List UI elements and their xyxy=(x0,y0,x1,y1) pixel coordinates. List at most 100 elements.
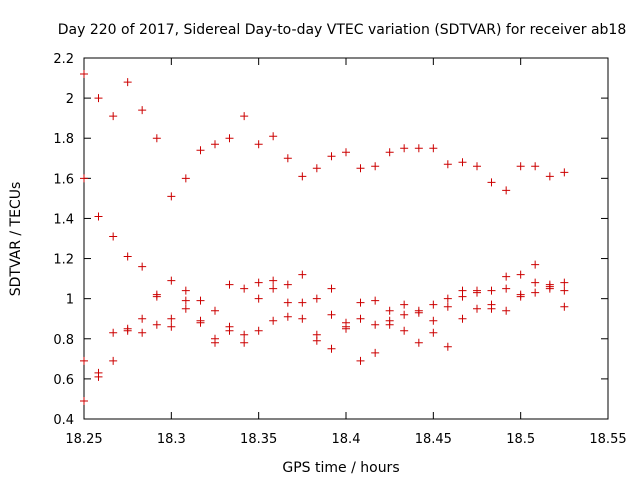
data-point xyxy=(429,144,438,153)
data-point xyxy=(312,336,321,345)
data-point xyxy=(342,324,350,333)
data-point xyxy=(516,162,525,171)
data-point xyxy=(240,112,249,121)
data-point xyxy=(560,168,569,177)
data-point xyxy=(298,314,307,323)
data-point xyxy=(429,300,438,309)
data-point xyxy=(458,158,467,167)
data-point xyxy=(269,284,278,293)
y-tick-label: 1.4 xyxy=(53,212,74,227)
data-point xyxy=(560,278,569,287)
data-point xyxy=(269,276,278,285)
data-point xyxy=(80,396,88,405)
data-point xyxy=(400,300,409,309)
data-point xyxy=(109,232,118,241)
data-point xyxy=(560,286,569,295)
data-point xyxy=(400,326,409,335)
data-point xyxy=(502,186,511,195)
data-point xyxy=(342,148,350,157)
x-tick-label: 18.55 xyxy=(589,432,626,447)
y-tick-label: 1 xyxy=(66,293,74,308)
y-tick-label: 0.8 xyxy=(53,333,74,348)
data-point xyxy=(385,306,394,315)
data-point xyxy=(167,276,176,285)
data-point xyxy=(167,314,176,323)
data-point xyxy=(138,262,147,271)
data-point xyxy=(298,270,307,279)
data-point xyxy=(283,312,292,321)
y-tick-label: 0.4 xyxy=(53,413,74,428)
data-point xyxy=(487,286,496,295)
data-point xyxy=(298,298,307,307)
data-point xyxy=(80,356,88,365)
data-point xyxy=(385,148,394,157)
data-point xyxy=(560,302,569,311)
x-tick-label: 18.3 xyxy=(157,432,186,447)
data-point xyxy=(196,146,205,155)
data-point xyxy=(458,292,467,301)
data-point xyxy=(458,314,467,323)
y-tick-label: 1.8 xyxy=(53,132,74,147)
data-point xyxy=(545,172,554,181)
data-point xyxy=(152,292,161,301)
data-point xyxy=(516,292,525,301)
data-point xyxy=(240,330,249,339)
data-point xyxy=(196,296,205,305)
data-point xyxy=(473,288,481,297)
data-point xyxy=(356,356,365,365)
data-point xyxy=(94,212,103,221)
data-point xyxy=(312,164,321,173)
data-point xyxy=(80,174,88,183)
data-point xyxy=(487,304,496,313)
data-point xyxy=(123,252,132,261)
data-point xyxy=(167,322,176,331)
chart-title: Day 220 of 2017, Sidereal Day-to-day VTE… xyxy=(58,22,627,38)
data-point xyxy=(269,316,278,325)
data-point xyxy=(443,294,452,303)
data-point xyxy=(502,272,511,281)
data-point xyxy=(473,162,481,171)
data-point xyxy=(94,94,103,103)
x-tick-label: 18.5 xyxy=(506,432,535,447)
data-point xyxy=(254,140,263,149)
data-point xyxy=(429,316,438,325)
x-tick-label: 18.35 xyxy=(240,432,277,447)
data-point xyxy=(269,132,278,141)
data-point xyxy=(414,308,423,317)
data-point xyxy=(400,310,409,319)
data-point xyxy=(443,302,452,311)
data-point xyxy=(109,328,118,337)
x-axis-label: GPS time / hours xyxy=(282,460,399,476)
data-point xyxy=(371,320,380,329)
x-axis: 18.25 18.3 18.35 18.4 18.45 18.5 18.55 xyxy=(65,58,627,447)
data-point xyxy=(138,328,147,337)
data-point xyxy=(531,260,540,269)
data-point xyxy=(254,278,263,287)
data-point xyxy=(502,284,511,293)
data-point xyxy=(327,152,336,161)
data-point xyxy=(414,338,423,347)
data-point xyxy=(211,306,219,315)
y-tick-label: 1.6 xyxy=(53,172,74,187)
data-point xyxy=(531,278,540,287)
data-point xyxy=(225,326,234,335)
x-tick-label: 18.45 xyxy=(415,432,452,447)
data-point xyxy=(196,318,205,327)
y-tick-label: 1.2 xyxy=(53,253,74,268)
data-point xyxy=(443,342,452,351)
data-point xyxy=(327,284,336,293)
data-point xyxy=(531,162,540,171)
data-point xyxy=(181,286,190,295)
data-point xyxy=(298,172,307,181)
data-point xyxy=(123,326,132,335)
data-point xyxy=(356,314,365,323)
data-point xyxy=(473,304,481,313)
y-axis: 0.4 0.6 0.8 1 1.2 1.4 1.6 1.8 2 2.2 xyxy=(53,52,608,428)
data-point xyxy=(80,70,88,79)
data-point xyxy=(312,294,321,303)
data-point xyxy=(327,344,336,353)
data-point xyxy=(138,106,147,115)
data-point xyxy=(152,134,161,143)
data-point xyxy=(327,310,336,319)
